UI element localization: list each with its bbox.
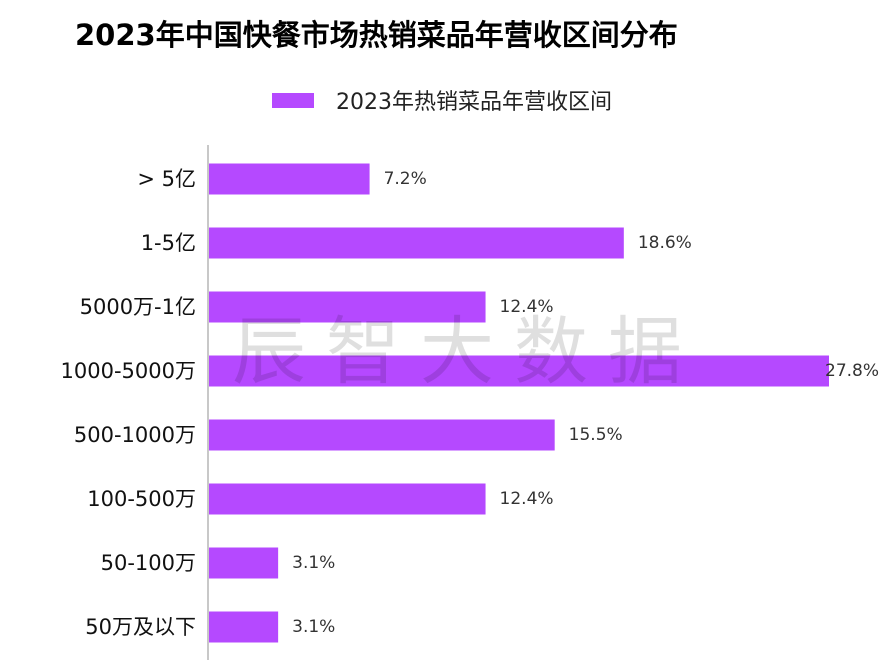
category-label: 100-500万 [87,487,196,511]
value-label: 3.1% [292,553,335,573]
value-label: 3.1% [292,617,335,637]
legend: 2023年热销菜品年营收区间 [272,86,612,115]
category-label: 1000-5000万 [61,359,196,383]
bar [209,163,370,195]
chart-title: 2023年中国快餐市场热销菜品年营收区间分布 [75,18,678,52]
category-label: > 5亿 [137,167,196,191]
legend-label: 2023年热销菜品年营收区间 [336,90,612,115]
legend-swatch [272,92,314,108]
bar [209,611,279,643]
bar [209,483,486,515]
bar [209,355,829,387]
bar [209,419,555,451]
value-label: 15.5% [569,425,623,445]
value-label: 12.4% [500,297,554,317]
bar [209,291,486,323]
value-label: 27.8% [825,361,879,381]
category-label: 5000万-1亿 [80,295,196,319]
category-label: 1-5亿 [141,231,196,255]
category-label: 50万及以下 [85,615,196,639]
value-label: 18.6% [638,233,692,253]
bar [209,547,279,579]
value-label: 7.2% [384,169,427,189]
bar [209,227,624,259]
category-label: 500-1000万 [74,423,196,447]
value-label: 12.4% [500,489,554,509]
category-label: 50-100万 [101,551,196,575]
